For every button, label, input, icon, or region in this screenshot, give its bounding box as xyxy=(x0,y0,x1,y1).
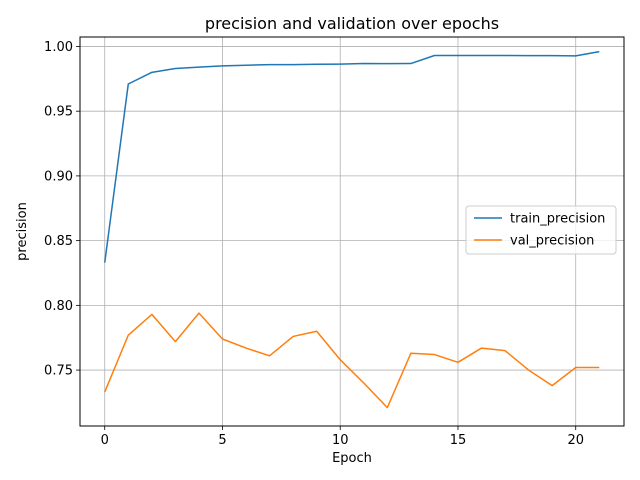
legend-label-train-precision: train_precision xyxy=(510,212,605,227)
y-tick-label: 0.85 xyxy=(44,234,73,249)
series-line-val-precision xyxy=(104,312,600,409)
y-tick-label: 1.00 xyxy=(44,40,73,55)
y-tick-label: 0.95 xyxy=(44,105,73,120)
y-axis-ticks: 0.75 0.80 0.85 0.90 0.95 1.00 xyxy=(44,40,80,379)
legend-label-val-precision: val_precision xyxy=(510,234,594,249)
x-tick-label: 20 xyxy=(567,433,584,448)
y-tick-label: 0.80 xyxy=(44,299,73,314)
y-tick-label: 0.75 xyxy=(44,364,73,379)
x-tick-label: 0 xyxy=(101,433,109,448)
series-lines xyxy=(103,50,600,409)
x-tick-label: 5 xyxy=(218,433,226,448)
plot-frame xyxy=(79,36,625,427)
grid-lines xyxy=(80,37,624,426)
x-tick-label: 15 xyxy=(450,433,467,448)
chart-title: precision and validation over epochs xyxy=(205,14,499,33)
y-tick-label: 0.90 xyxy=(44,169,73,184)
x-axis-label: Epoch xyxy=(332,451,372,466)
x-axis-ticks: 0 5 10 15 20 xyxy=(101,426,584,448)
y-axis-label: precision xyxy=(15,202,30,261)
legend: train_precision val_precision xyxy=(465,205,617,255)
x-tick-label: 10 xyxy=(332,433,349,448)
legend-box xyxy=(465,205,617,255)
series-line-train-precision xyxy=(103,50,600,263)
